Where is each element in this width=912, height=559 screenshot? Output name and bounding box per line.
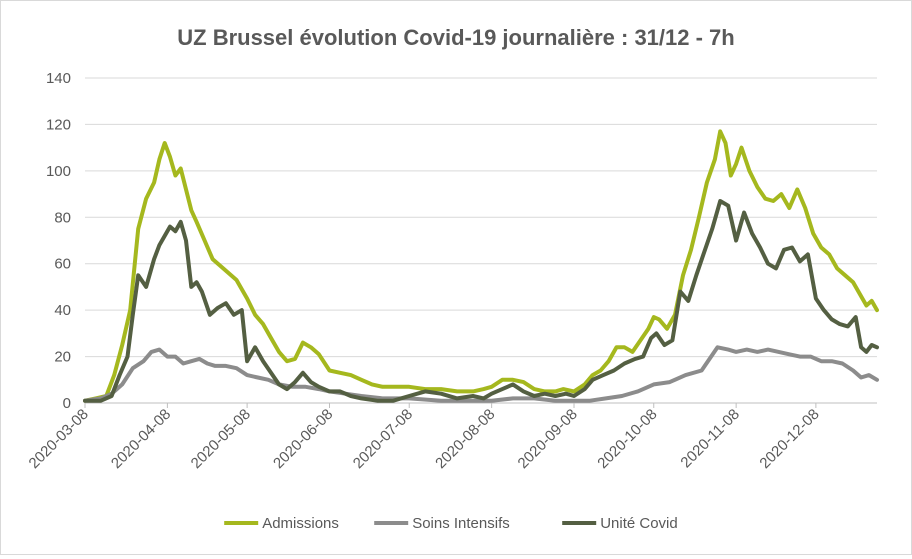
x-tick-label: 2020-03-08 [26,406,92,472]
x-tick-label: 2020-10-08 [594,406,660,472]
x-tick-label: 2020-05-08 [188,406,254,472]
series-line-unite-covid [83,199,879,403]
series-lines [83,129,879,403]
x-tick-label: 2020-12-08 [756,406,822,472]
y-tick-label: 120 [46,116,71,133]
legend-label-unite-covid: Unité Covid [600,515,678,532]
x-tick-label: 2020-07-08 [350,406,416,472]
x-tick-label: 2020-08-08 [432,406,498,472]
x-tick-label: 2020-09-08 [515,406,581,472]
y-tick-label: 60 [54,256,71,273]
y-tick-label: 140 [46,70,71,87]
x-tick-label: 2020-06-08 [270,406,336,472]
y-tick-label: 20 [54,349,71,366]
series-line-admissions [83,129,879,403]
x-axis-ticks: 2020-03-08 2020-04-08 2020-05-08 2020-06-08… [26,403,823,472]
legend: Admissions Soins Intensifs Unité Covid [224,515,678,532]
chart-title: UZ Brussel évolution Covid-19 journalièr… [177,25,734,50]
x-tick-label: 2020-04-08 [108,406,174,472]
y-tick-label: 100 [46,163,71,180]
series-line-soins-intensifs [83,345,879,403]
y-tick-label: 0 [63,395,71,412]
y-tick-label: 80 [54,209,71,226]
y-axis-ticks: 0 20 40 60 80 100 120 140 [46,70,71,412]
legend-label-soins-intensifs: Soins Intensifs [412,515,510,532]
x-tick-label: 2020-11-08 [677,406,742,471]
legend-label-admissions: Admissions [262,515,339,532]
y-tick-label: 40 [54,302,71,319]
